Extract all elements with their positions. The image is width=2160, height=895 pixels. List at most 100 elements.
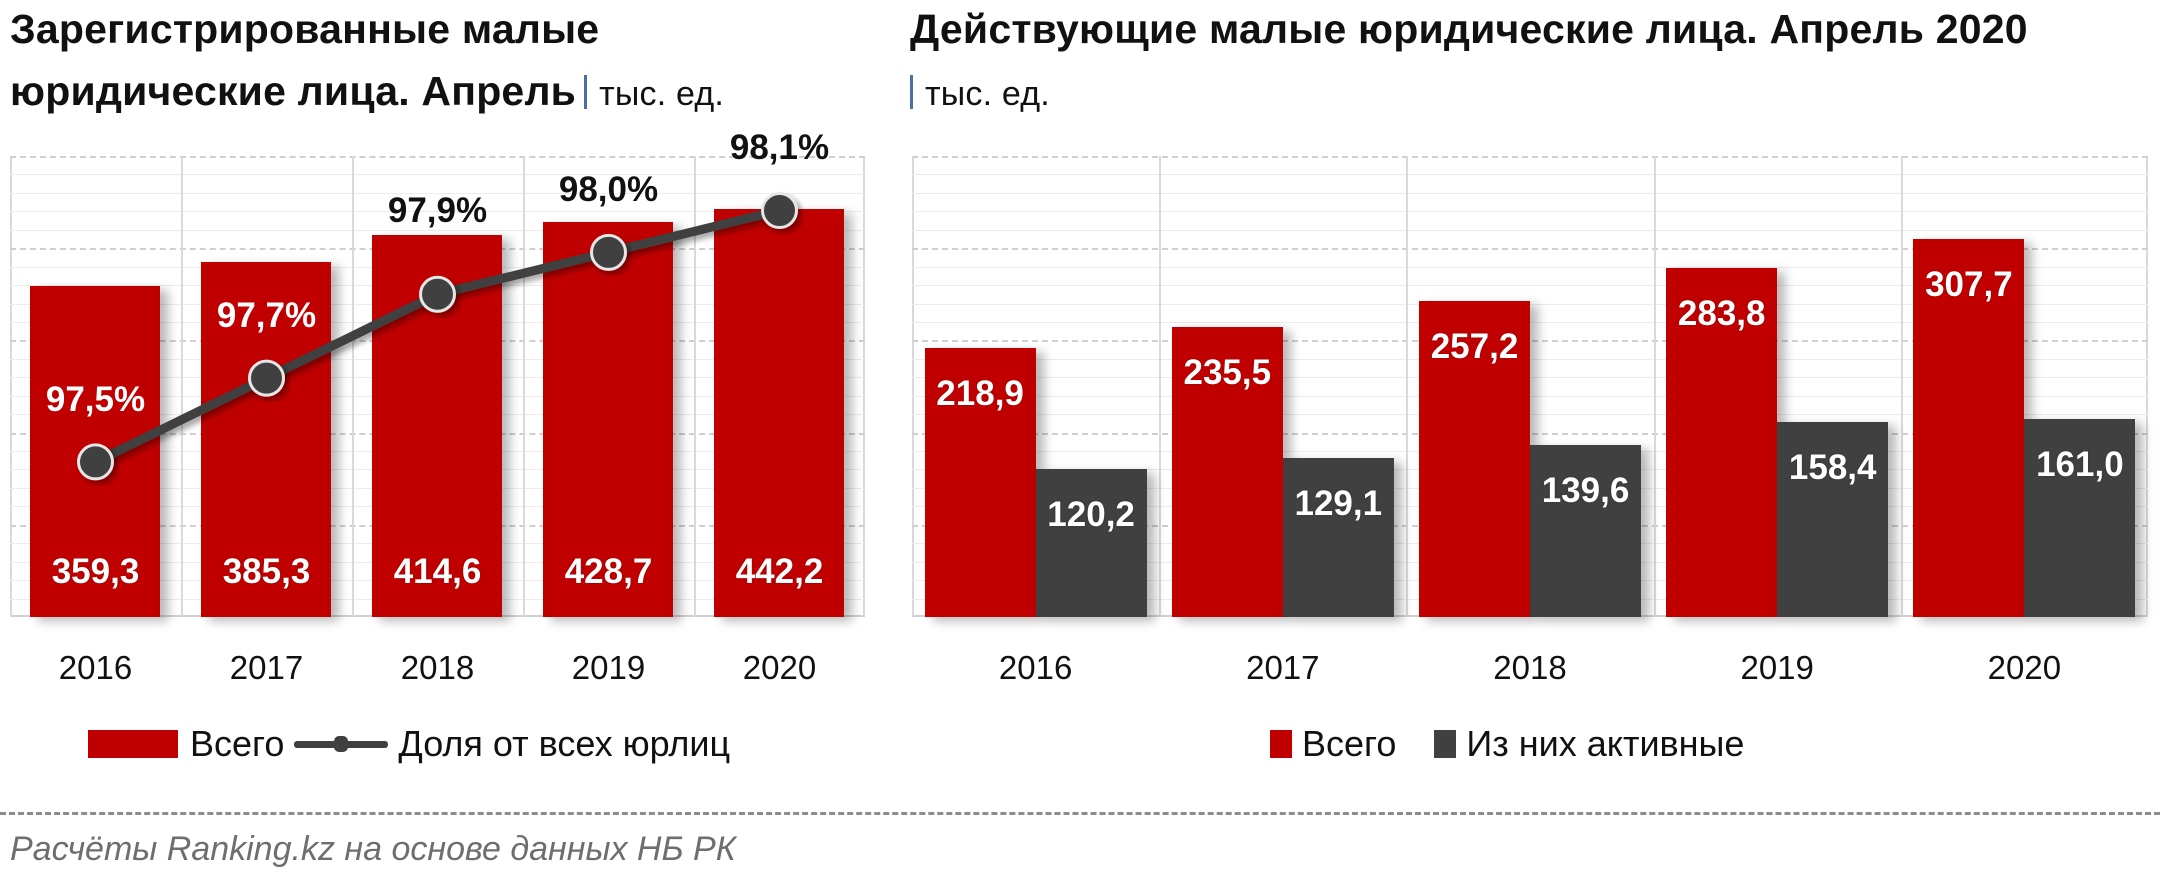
category-separator <box>1406 156 1409 617</box>
x-tick-label: 2018 <box>400 649 475 686</box>
minor-gridline <box>912 192 2148 194</box>
legend-total-label: Всего <box>190 723 285 764</box>
bar-value-label: 428,7 <box>564 552 653 591</box>
share-marker <box>248 359 285 397</box>
share-value-label: 98,0% <box>558 170 659 210</box>
major-gridline <box>912 432 2148 435</box>
source-note: Расчёты Ranking.kz на основе данных НБ Р… <box>10 830 736 868</box>
title-separator <box>584 75 588 109</box>
bar-value-label: 218,9 <box>936 373 1024 413</box>
x-tick-label: 2020 <box>742 649 817 686</box>
minor-gridline <box>912 377 2148 379</box>
share-marker <box>590 233 627 271</box>
legend-active-label: Из них активные <box>1466 723 1745 764</box>
share-value-label: 97,7% <box>216 296 317 336</box>
minor-gridline <box>10 211 865 213</box>
bar-total-2017 <box>200 261 331 617</box>
left-chart-title-line1: Зарегистрированные малые <box>10 6 600 52</box>
left-chart-unit: тыс. ед. <box>599 75 725 113</box>
bar-value-label: 359,3 <box>51 552 140 591</box>
minor-gridline <box>912 229 2148 231</box>
bar-total-2020 <box>1913 238 2025 617</box>
major-gridline <box>10 156 865 158</box>
x-tick-label: 2017 <box>1246 649 1320 686</box>
bar-value-label: 158,4 <box>1788 448 1877 488</box>
category-separator <box>1900 156 1903 617</box>
bar-value-label: 161,0 <box>2036 445 2124 485</box>
bar-active-2017 <box>1282 458 1394 617</box>
right-chart-title: Действующие малые юридические лица. Апре… <box>910 0 2028 125</box>
minor-gridline <box>912 211 2148 213</box>
legend-line-marker-icon <box>294 730 389 758</box>
bar-total-2016 <box>924 347 1036 617</box>
minor-gridline <box>912 303 2148 305</box>
legend-total-swatch <box>1270 730 1292 758</box>
share-value-label: 97,5% <box>45 379 146 419</box>
x-tick-label: 2016 <box>58 649 133 686</box>
category-separator <box>181 156 183 617</box>
major-gridline <box>912 340 2148 343</box>
share-value-label: 97,9% <box>387 190 488 230</box>
minor-gridline <box>10 192 865 194</box>
minor-gridline <box>912 395 2148 397</box>
minor-gridline <box>912 285 2148 287</box>
minor-gridline <box>912 266 2148 268</box>
legend-active-swatch <box>1434 730 1457 758</box>
bar-active-2018 <box>1530 445 1641 617</box>
minor-gridline <box>912 321 2148 323</box>
bar-active-2016 <box>1035 469 1147 617</box>
left-chart-legend: Всего Доля от всех юрлиц <box>88 723 731 764</box>
bar-active-2020 <box>2024 419 2136 617</box>
right-chart-unit: тыс. ед. <box>925 75 1050 113</box>
left-chart-title-line2: юридические лица. Апрель тыс. ед. <box>10 68 725 114</box>
category-separator <box>1159 156 1162 617</box>
major-gridline <box>912 248 2148 251</box>
share-marker <box>419 275 456 313</box>
right-chart-plot-area: 218,9 120,2 235,5 129,1 257,2 139,6 283,8 158,4… <box>912 156 2148 617</box>
minor-gridline <box>912 414 2148 416</box>
left-chart-title: Зарегистрированные малые юридические лиц… <box>10 0 724 125</box>
share-line-series <box>77 191 798 481</box>
legend-total-swatch <box>88 730 178 758</box>
bar-value-label: 120,2 <box>1047 495 1135 535</box>
x-tick-label: 2019 <box>571 649 646 686</box>
bar-total-2020 <box>713 209 844 617</box>
x-tick-label: 2018 <box>1493 649 1567 686</box>
share-marker <box>77 443 114 481</box>
bar-total-2018 <box>1419 300 1530 617</box>
category-separator <box>523 156 525 617</box>
share-marker <box>761 191 798 229</box>
left-chart-plot-area: 359,3 385,3 414,6 428,7 442,2 97,5% 97,7% 97,9%… <box>10 128 865 617</box>
bar-total-2019 <box>542 221 673 617</box>
bar-active-2019 <box>1777 422 1889 617</box>
bar-value-label: 414,6 <box>393 552 482 591</box>
footer-divider <box>0 812 2160 815</box>
legend-share-label: Доля от всех юрлиц <box>398 723 731 764</box>
x-tick-label: 2019 <box>1740 649 1814 686</box>
right-chart-legend: Всего Из них активные <box>1270 723 1745 764</box>
major-gridline <box>912 156 2148 158</box>
minor-gridline <box>10 229 865 231</box>
x-tick-label: 2020 <box>1987 649 2062 686</box>
bar-total-2017 <box>1171 327 1283 617</box>
bar-value-label: 139,6 <box>1541 471 1630 511</box>
bar-value-label: 307,7 <box>1925 264 2013 304</box>
x-tick-label: 2016 <box>998 649 1073 686</box>
share-value-label: 98,1% <box>729 128 830 168</box>
minor-gridline <box>912 358 2148 360</box>
right-chart-title-line2: тыс. ед. <box>910 60 2028 125</box>
x-tick-label: 2017 <box>229 649 304 686</box>
title-separator <box>910 75 913 109</box>
bar-value-label: 257,2 <box>1430 326 1519 366</box>
legend-total-label: Всего <box>1302 723 1397 764</box>
bar-value-label: 129,1 <box>1294 484 1383 524</box>
right-chart-title-line1: Действующие малые юридические лица. Апре… <box>910 6 2028 52</box>
bar-value-label: 385,3 <box>222 552 311 591</box>
bar-value-label: 235,5 <box>1183 353 1272 393</box>
minor-gridline <box>912 174 2148 176</box>
bar-value-label: 283,8 <box>1677 294 1766 334</box>
category-separator <box>352 156 354 617</box>
category-separator <box>1653 156 1656 617</box>
bar-total-2019 <box>1666 268 1778 617</box>
minor-gridline <box>10 174 865 176</box>
